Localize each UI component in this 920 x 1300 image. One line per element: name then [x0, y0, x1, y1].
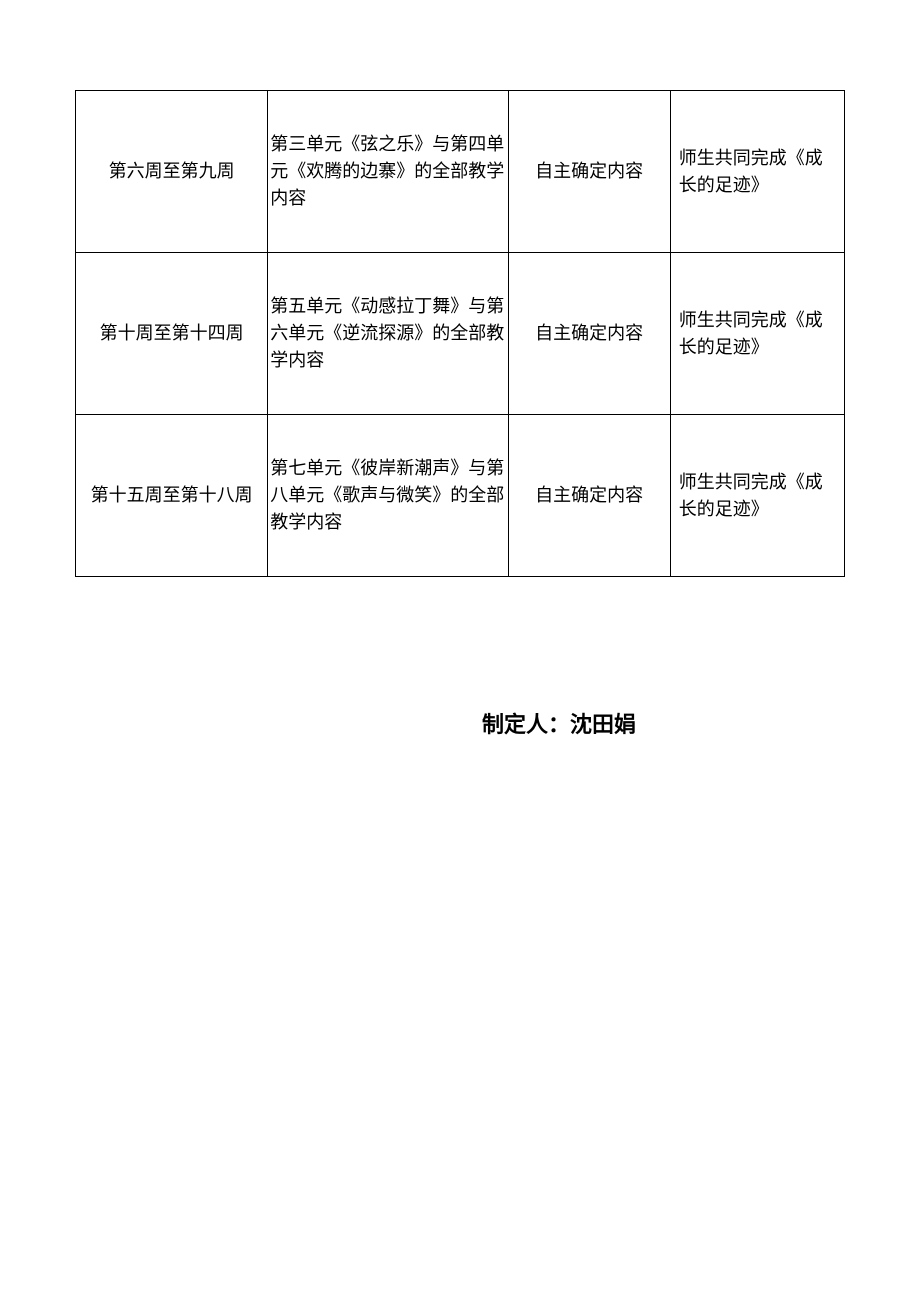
- table-row: 第十五周至第十八周 第七单元《彼岸新潮声》与第八单元《歌声与微笑》的全部教学内容…: [76, 415, 845, 577]
- cell-content: 第七单元《彼岸新潮声》与第八单元《歌声与微笑》的全部教学内容: [268, 415, 508, 577]
- cell-complete: 师生共同完成《成长的足迹》: [670, 253, 844, 415]
- schedule-table: 第六周至第九周 第三单元《弦之乐》与第四单元《欢腾的边寨》的全部教学内容 自主确…: [75, 90, 845, 577]
- cell-content: 第三单元《弦之乐》与第四单元《欢腾的边寨》的全部教学内容: [268, 91, 508, 253]
- cell-self: 自主确定内容: [508, 415, 670, 577]
- table-row: 第六周至第九周 第三单元《弦之乐》与第四单元《欢腾的边寨》的全部教学内容 自主确…: [76, 91, 845, 253]
- cell-period: 第六周至第九周: [76, 91, 268, 253]
- cell-self: 自主确定内容: [508, 91, 670, 253]
- cell-period: 第十五周至第十八周: [76, 415, 268, 577]
- cell-complete: 师生共同完成《成长的足迹》: [670, 415, 844, 577]
- table-row: 第十周至第十四周 第五单元《动感拉丁舞》与第六单元《逆流探源》的全部教学内容 自…: [76, 253, 845, 415]
- cell-complete: 师生共同完成《成长的足迹》: [670, 91, 844, 253]
- cell-self: 自主确定内容: [508, 253, 670, 415]
- cell-period: 第十周至第十四周: [76, 253, 268, 415]
- author-label: 制定人：沈田娟: [75, 707, 845, 739]
- cell-content: 第五单元《动感拉丁舞》与第六单元《逆流探源》的全部教学内容: [268, 253, 508, 415]
- page-container: 第六周至第九周 第三单元《弦之乐》与第四单元《欢腾的边寨》的全部教学内容 自主确…: [0, 0, 920, 739]
